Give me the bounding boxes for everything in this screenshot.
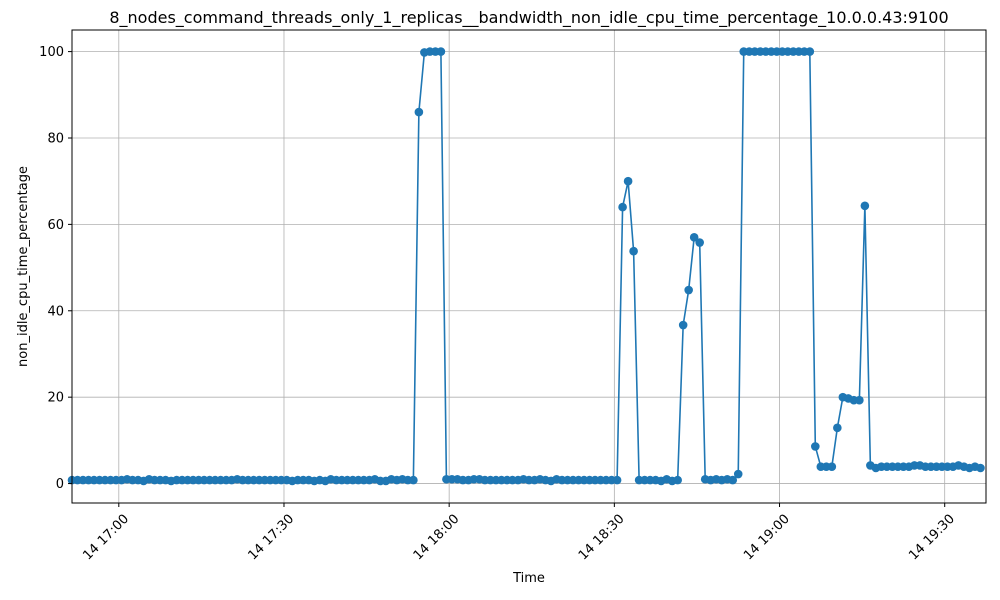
data-point bbox=[805, 47, 815, 56]
data-point bbox=[618, 202, 627, 212]
data-point bbox=[695, 238, 704, 247]
x-tick-label: 14 17:00 bbox=[80, 512, 132, 564]
series-line bbox=[72, 50, 981, 482]
x-tick-label: 14 19:30 bbox=[906, 512, 958, 564]
y-tick-label: 60 bbox=[47, 218, 64, 233]
data-point bbox=[860, 201, 870, 211]
y-tick-label: 20 bbox=[47, 391, 64, 406]
data-point bbox=[827, 462, 837, 472]
x-tick-label: 14 19:00 bbox=[741, 512, 793, 564]
data-point bbox=[855, 395, 864, 405]
data-point bbox=[629, 246, 638, 256]
plot-frame bbox=[71, 29, 987, 504]
x-axis: 14 17:00 14 17:30 14 18:00 14 18:30 14 19:00… bbox=[80, 503, 958, 563]
x-tick-label: 14 18:00 bbox=[411, 512, 463, 564]
data-point bbox=[673, 475, 682, 485]
y-axis: 0 20 40 60 80 100 bbox=[39, 45, 72, 492]
y-tick-label: 80 bbox=[47, 131, 64, 146]
y-tick-label: 40 bbox=[47, 304, 64, 319]
x-tick-label: 14 17:30 bbox=[246, 512, 298, 564]
data-point bbox=[623, 176, 633, 186]
x-tick-label: 14 18:30 bbox=[576, 512, 628, 564]
y-axis-label: non_idle_cpu_time_percentage bbox=[16, 166, 31, 367]
data-point bbox=[684, 285, 693, 295]
data-markers bbox=[67, 47, 985, 486]
data-point bbox=[678, 320, 688, 330]
data-point bbox=[689, 233, 699, 242]
chart-title: 8_nodes_command_threads_only_1_replicas_… bbox=[109, 8, 948, 28]
data-line bbox=[72, 50, 981, 482]
data-point bbox=[833, 423, 842, 433]
data-point bbox=[409, 475, 418, 485]
data-point bbox=[728, 475, 738, 485]
data-point bbox=[976, 463, 985, 473]
data-point bbox=[811, 442, 820, 451]
data-point bbox=[414, 107, 424, 117]
data-point bbox=[612, 475, 622, 485]
grid bbox=[72, 30, 986, 503]
x-axis-label: Time bbox=[512, 571, 545, 586]
y-tick-label: 100 bbox=[39, 45, 64, 60]
y-tick-label: 0 bbox=[56, 477, 64, 492]
data-point bbox=[436, 47, 446, 56]
data-point bbox=[733, 469, 743, 479]
